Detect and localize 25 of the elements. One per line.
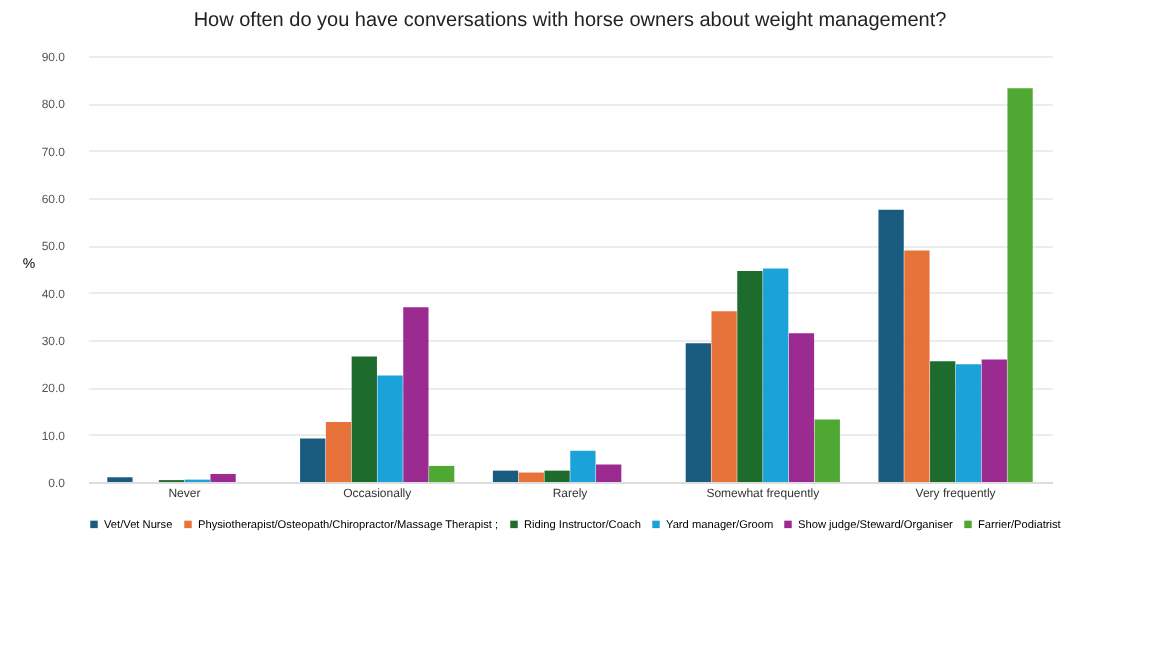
bar	[955, 364, 982, 482]
bar	[377, 375, 403, 482]
bar	[878, 209, 904, 482]
chart-title: How often do you have conversations with horse owners about weight management?	[193, 10, 948, 32]
bar	[711, 311, 737, 482]
bar	[429, 465, 455, 482]
bar	[518, 472, 544, 482]
bar	[737, 270, 763, 482]
bar	[210, 473, 236, 482]
bar	[981, 359, 1007, 482]
bar	[570, 450, 596, 482]
bar	[814, 419, 840, 482]
bar	[492, 470, 519, 482]
bar	[1007, 88, 1033, 482]
bar	[325, 421, 352, 482]
bar	[685, 343, 711, 482]
bar	[351, 356, 377, 482]
bar	[300, 438, 326, 482]
bar	[403, 307, 429, 482]
bar	[596, 464, 622, 482]
bar	[544, 470, 570, 482]
bar	[904, 250, 930, 482]
bar	[788, 333, 815, 482]
bar	[763, 268, 789, 482]
bar	[930, 361, 956, 482]
